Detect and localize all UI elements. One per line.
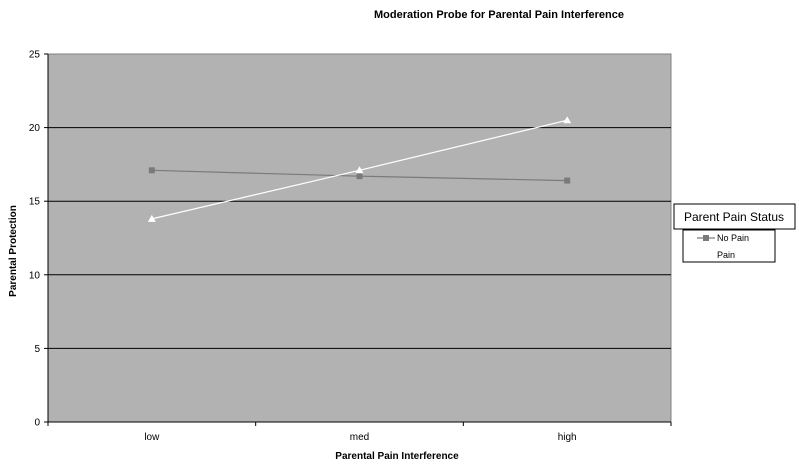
data-point-no-pain	[564, 177, 571, 184]
x-axis-label: Parental Pain Interference	[335, 451, 459, 462]
y-tick-label: 0	[34, 418, 40, 429]
legend-label-pain: Pain	[717, 250, 735, 260]
x-tick-label: high	[558, 432, 577, 443]
x-tick-label: low	[144, 432, 160, 443]
data-point-no-pain	[356, 173, 363, 180]
series-pain	[147, 116, 572, 222]
y-tick-label: 5	[34, 344, 40, 355]
legend-item-no-pain: No Pain	[697, 233, 749, 243]
legend-marker-pain	[702, 251, 710, 258]
legend-title-box	[673, 203, 796, 230]
legend-marker-no-pain	[703, 235, 709, 241]
y-tick-label: 10	[29, 270, 41, 281]
plot-area	[47, 53, 672, 423]
data-point-pain	[563, 116, 572, 124]
y-tick-label: 25	[29, 50, 41, 61]
legend-item-pain: Pain	[697, 250, 735, 260]
y-axis-label: Parental Protection	[8, 205, 19, 297]
y-tick-label: 20	[29, 123, 41, 134]
legend-box	[682, 229, 776, 263]
gridlines	[48, 127, 671, 349]
legend-items: No Pain Pain	[697, 233, 749, 260]
data-point-no-pain	[148, 167, 155, 174]
series-no-pain	[148, 167, 571, 184]
y-tick-label: 15	[29, 197, 41, 208]
y-axis-ticks: 0 5 10 15 20 25	[29, 50, 49, 429]
x-tick-label: med	[350, 432, 369, 443]
x-axis-ticks: low med high	[47, 421, 672, 443]
legend-title: Parent Pain Status	[684, 210, 784, 224]
data-point-pain	[355, 166, 364, 174]
chart-title: Moderation Probe for Parental Pain Inter…	[374, 9, 624, 21]
legend: Parent Pain Status No Pain Pain	[673, 203, 796, 263]
data-point-pain	[147, 214, 156, 222]
legend-label-no-pain: No Pain	[717, 233, 749, 243]
series-layer	[147, 116, 572, 222]
